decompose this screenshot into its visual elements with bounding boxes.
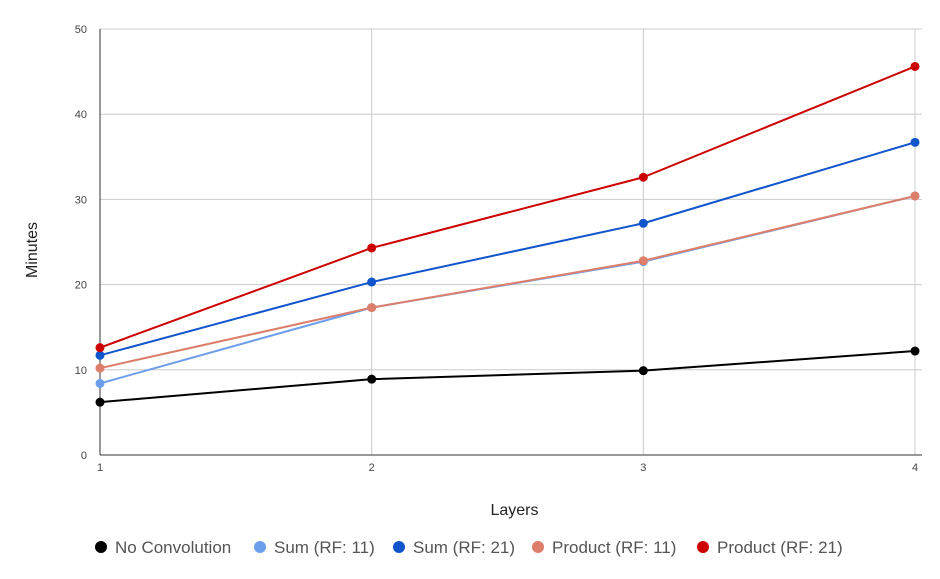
data-point — [367, 303, 377, 313]
x-tick-label: 3 — [640, 462, 646, 474]
y-tick-label: 0 — [81, 450, 87, 462]
series-0 — [95, 346, 920, 407]
series-line — [99, 195, 916, 370]
legend-item: Product (RF: 11) — [532, 538, 676, 557]
legend-label: No Convolution — [115, 538, 231, 557]
x-tick-label: 2 — [369, 462, 375, 474]
y-tick-label: 30 — [75, 194, 87, 206]
legend-label: Sum (RF: 21) — [413, 538, 515, 557]
legend-marker — [95, 541, 107, 553]
series-line — [99, 65, 916, 349]
legend-marker — [532, 541, 544, 553]
data-point — [910, 346, 920, 356]
legend: No Convolution Sum (RF: 11) Sum (RF: 21) Pr… — [95, 538, 843, 557]
data-point — [95, 397, 105, 407]
legend-marker — [697, 541, 709, 553]
data-point — [638, 256, 648, 266]
legend-item: Product (RF: 21) — [697, 538, 843, 557]
data-point — [95, 350, 105, 360]
series-1 — [95, 191, 920, 388]
series-lines — [95, 61, 920, 407]
gridlines — [100, 28, 922, 455]
data-point — [95, 378, 105, 388]
y-tick-label: 50 — [75, 24, 87, 36]
series-2 — [95, 137, 920, 360]
y-axis-title: Minutes — [24, 222, 41, 278]
data-point — [95, 363, 105, 373]
data-point — [638, 218, 648, 228]
series-line — [99, 141, 916, 357]
series-4 — [95, 61, 920, 353]
series-line — [99, 350, 916, 404]
legend-item: No Convolution — [95, 538, 231, 557]
x-tick-label: 4 — [912, 462, 918, 474]
legend-label: Product (RF: 21) — [717, 538, 843, 557]
data-point — [638, 172, 648, 182]
x-tick-label: 1 — [97, 462, 103, 474]
data-point — [95, 343, 105, 353]
legend-marker — [393, 541, 405, 553]
y-tick-label: 10 — [75, 365, 87, 377]
data-point — [910, 137, 920, 147]
data-point — [367, 277, 377, 287]
legend-label: Sum (RF: 11) — [274, 538, 375, 557]
data-point — [367, 243, 377, 253]
y-tick-label: 20 — [75, 280, 87, 292]
data-point — [910, 191, 920, 201]
legend-item: Sum (RF: 21) — [393, 538, 515, 557]
data-point — [910, 61, 920, 71]
legend-marker — [254, 541, 266, 553]
series-3 — [95, 191, 920, 373]
x-axis-title: Layers — [490, 502, 538, 519]
legend-label: Product (RF: 11) — [552, 538, 676, 557]
data-point — [638, 366, 648, 376]
legend-item: Sum (RF: 11) — [254, 538, 375, 557]
tick-labels: 0 10 20 30 40 50 1 2 3 4 — [75, 24, 918, 474]
data-point — [367, 374, 377, 384]
y-tick-label: 40 — [75, 109, 87, 121]
